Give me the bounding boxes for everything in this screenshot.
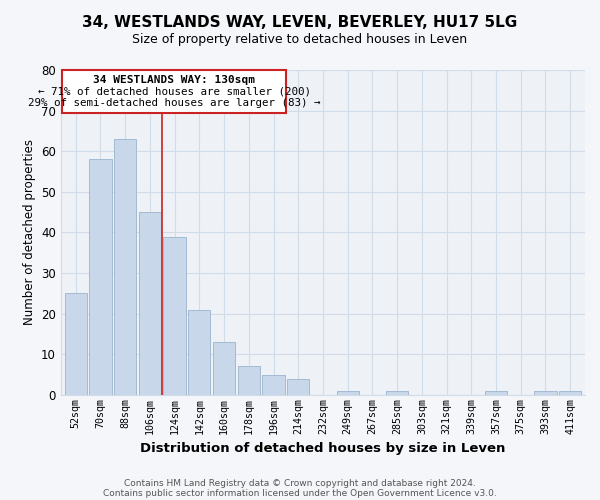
Bar (485, 391, 507, 395)
Text: Contains public sector information licensed under the Open Government Licence v3: Contains public sector information licen… (103, 488, 497, 498)
Text: 34, WESTLANDS WAY, LEVEN, BEVERLEY, HU17 5LG: 34, WESTLANDS WAY, LEVEN, BEVERLEY, HU17… (82, 15, 518, 30)
Text: Size of property relative to detached houses in Leven: Size of property relative to detached ho… (133, 32, 467, 46)
Bar (337, 391, 359, 395)
Bar (89, 160, 112, 395)
Bar (62, 70, 286, 112)
X-axis label: Distribution of detached houses by size in Leven: Distribution of detached houses by size … (140, 442, 506, 455)
Bar (238, 366, 260, 395)
Text: ← 71% of detached houses are smaller (200): ← 71% of detached houses are smaller (20… (38, 86, 311, 96)
Bar (139, 212, 161, 395)
Y-axis label: Number of detached properties: Number of detached properties (23, 140, 35, 326)
Text: 34 WESTLANDS WAY: 130sqm: 34 WESTLANDS WAY: 130sqm (93, 75, 255, 85)
Bar (114, 139, 136, 395)
Bar (188, 310, 211, 395)
Text: Contains HM Land Registry data © Crown copyright and database right 2024.: Contains HM Land Registry data © Crown c… (124, 478, 476, 488)
Text: 29% of semi-detached houses are larger (83) →: 29% of semi-detached houses are larger (… (28, 98, 320, 108)
Bar (65, 294, 87, 395)
Bar (213, 342, 235, 395)
Bar (559, 391, 581, 395)
Bar (287, 378, 310, 395)
Bar (262, 374, 284, 395)
Bar (535, 391, 557, 395)
Bar (163, 236, 186, 395)
Bar (386, 391, 408, 395)
